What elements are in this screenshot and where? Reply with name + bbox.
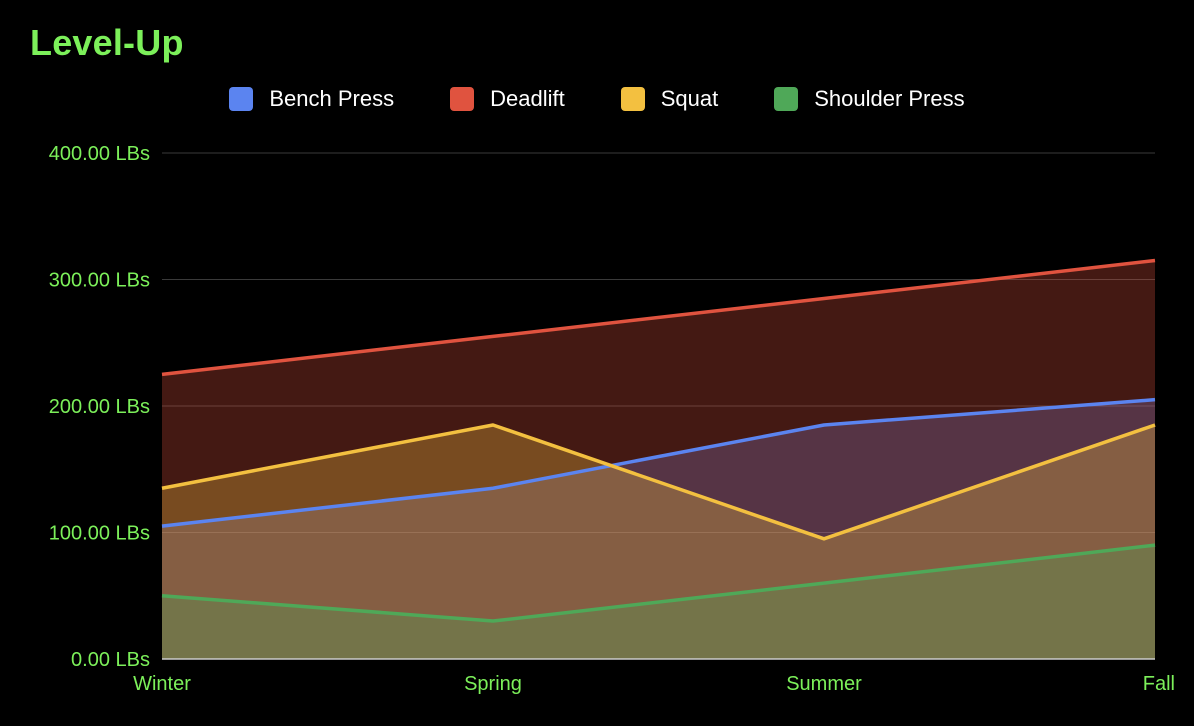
point-bench-press-winter	[161, 525, 164, 528]
area-squat	[162, 424, 1155, 659]
point-squat-summer	[823, 537, 826, 540]
legend: Bench Press Deadlift Squat Shoulder Pres…	[0, 86, 1194, 112]
point-shoulder-press-fall	[1154, 544, 1157, 547]
y-tick-label-400: 400.00 LBs	[49, 143, 150, 165]
legend-label-shoulder-press: Shoulder Press	[814, 86, 965, 111]
x-tick-label-fall: Fall	[1143, 673, 1175, 695]
line-shoulder-press	[161, 543, 1156, 623]
area-deadlift	[162, 260, 1155, 659]
x-tick-label-spring: Spring	[464, 673, 522, 695]
point-bench-press-summer	[823, 423, 826, 426]
legend-item-bench-press[interactable]: Bench Press	[229, 86, 394, 112]
legend-item-shoulder-press[interactable]: Shoulder Press	[752, 86, 965, 112]
tick-labels: 0.00 LBs 100.00 LBs 200.00 LBs 300.00 LBs 40…	[49, 143, 1175, 695]
legend-item-squat[interactable]: Squat	[599, 86, 719, 112]
point-bench-press-spring	[492, 487, 495, 490]
y-tick-label-100: 100.00 LBs	[49, 523, 150, 545]
gridlines	[162, 152, 1155, 533]
legend-swatch-deadlift	[450, 87, 475, 111]
line-bench-press	[161, 397, 1156, 528]
point-shoulder-press-spring	[492, 620, 495, 623]
point-shoulder-press-winter	[161, 594, 164, 597]
legend-swatch-squat	[620, 87, 645, 111]
point-deadlift-winter	[161, 373, 164, 376]
y-tick-label-0: 0.00 LBs	[71, 649, 150, 671]
x-tick-label-summer: Summer	[786, 673, 862, 695]
x-tick-label-winter: Winter	[133, 673, 191, 695]
y-tick-label-300: 300.00 LBs	[49, 270, 150, 292]
series-lines	[161, 258, 1157, 623]
point-squat-fall	[1154, 423, 1157, 426]
point-bench-press-fall	[1154, 398, 1157, 401]
point-shoulder-press-summer	[823, 582, 826, 585]
area-bench-press	[162, 399, 1155, 659]
series-areas	[162, 260, 1155, 659]
line-squat	[161, 423, 1156, 541]
point-deadlift-spring	[492, 335, 495, 338]
point-deadlift-summer	[823, 297, 826, 300]
chart-title: Level-Up	[30, 22, 184, 63]
point-squat-spring	[492, 423, 495, 426]
line-deadlift	[161, 258, 1156, 377]
legend-label-deadlift: Deadlift	[490, 86, 565, 111]
point-squat-winter	[161, 487, 164, 490]
point-deadlift-fall	[1154, 259, 1157, 262]
legend-label-squat: Squat	[660, 86, 719, 111]
legend-item-deadlift[interactable]: Deadlift	[428, 86, 565, 112]
legend-swatch-bench-press	[229, 87, 254, 111]
legend-swatch-shoulder-press	[774, 87, 799, 111]
y-tick-label-200: 200.00 LBs	[49, 396, 150, 418]
legend-label-bench-press: Bench Press	[269, 86, 395, 111]
